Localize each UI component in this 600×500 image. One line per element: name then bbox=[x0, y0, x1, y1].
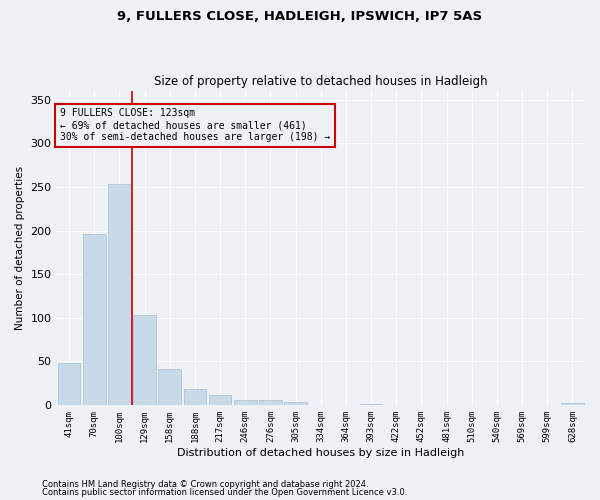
Text: Contains public sector information licensed under the Open Government Licence v3: Contains public sector information licen… bbox=[42, 488, 407, 497]
Text: 9 FULLERS CLOSE: 123sqm
← 69% of detached houses are smaller (461)
30% of semi-d: 9 FULLERS CLOSE: 123sqm ← 69% of detache… bbox=[61, 108, 331, 142]
Text: Contains HM Land Registry data © Crown copyright and database right 2024.: Contains HM Land Registry data © Crown c… bbox=[42, 480, 368, 489]
Bar bbox=[158, 369, 181, 405]
Y-axis label: Number of detached properties: Number of detached properties bbox=[15, 166, 25, 330]
Bar bbox=[108, 184, 131, 405]
Bar bbox=[259, 400, 282, 405]
Bar bbox=[58, 363, 80, 405]
Bar bbox=[133, 315, 156, 405]
Bar bbox=[561, 403, 584, 405]
Bar bbox=[184, 389, 206, 405]
Title: Size of property relative to detached houses in Hadleigh: Size of property relative to detached ho… bbox=[154, 76, 488, 88]
Bar bbox=[209, 395, 232, 405]
Bar bbox=[234, 400, 257, 405]
Text: 9, FULLERS CLOSE, HADLEIGH, IPSWICH, IP7 5AS: 9, FULLERS CLOSE, HADLEIGH, IPSWICH, IP7… bbox=[118, 10, 482, 23]
Bar bbox=[284, 402, 307, 405]
X-axis label: Distribution of detached houses by size in Hadleigh: Distribution of detached houses by size … bbox=[177, 448, 464, 458]
Bar bbox=[360, 404, 382, 405]
Bar bbox=[83, 234, 106, 405]
